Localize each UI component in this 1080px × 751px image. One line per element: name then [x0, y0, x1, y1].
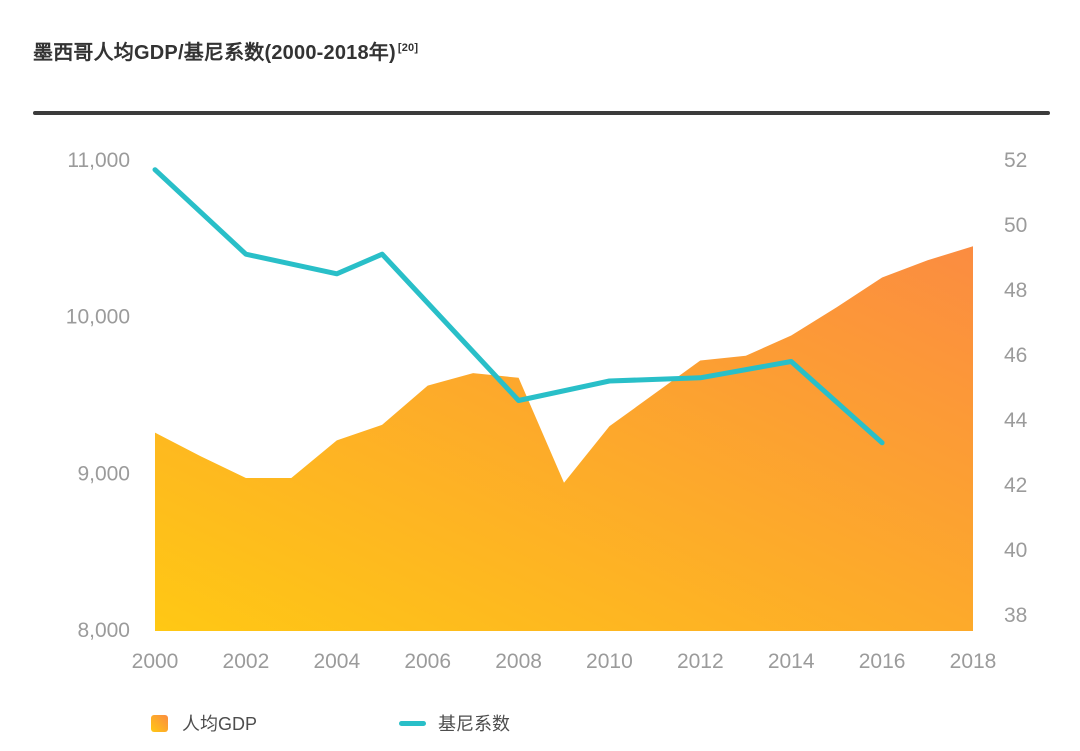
legend-item-gini: 基尼系数 — [399, 710, 510, 736]
x-axis-tick: 2004 — [313, 650, 360, 673]
legend: 人均GDP 基尼系数 — [0, 710, 1080, 740]
left-axis-tick: 9,000 — [77, 462, 130, 485]
x-axis-tick: 2012 — [677, 650, 724, 673]
gdp-area-swatch — [151, 714, 168, 732]
chart-title: 墨西哥人均GDP/基尼系数(2000-2018年) [20] — [33, 36, 418, 65]
gini-line-series — [152, 167, 885, 446]
gini-line-swatch — [399, 720, 426, 726]
right-axis-tick: 46 — [1004, 344, 1027, 367]
right-axis-tick: 42 — [1004, 474, 1027, 497]
right-axis-tick: 50 — [1004, 214, 1027, 237]
x-axis-tick: 2008 — [495, 650, 542, 673]
left-axis-tick: 8,000 — [77, 619, 130, 642]
x-axis-tick: 2014 — [768, 650, 815, 673]
gdp-area-series — [155, 246, 973, 631]
x-axis-tick: 2000 — [132, 650, 179, 673]
title-divider — [33, 111, 1050, 115]
chart-title-text: 墨西哥人均GDP/基尼系数(2000-2018年) — [33, 42, 396, 64]
x-axis-tick: 2002 — [223, 650, 270, 673]
right-axis-tick: 38 — [1004, 604, 1027, 627]
legend-label-gini: 基尼系数 — [438, 714, 510, 734]
right-axis-tick: 52 — [1004, 149, 1027, 172]
x-axis-tick: 2006 — [404, 650, 451, 673]
title-reference: [20] — [397, 42, 419, 55]
legend-label-gdp: 人均GDP — [182, 714, 258, 734]
right-axis-tick: 44 — [1004, 409, 1028, 432]
right-axis-tick: 40 — [1004, 539, 1027, 562]
x-axis-tick: 2010 — [586, 650, 633, 673]
left-axis-tick: 11,000 — [67, 149, 130, 172]
left-axis-tick: 10,000 — [66, 306, 130, 329]
x-axis-tick: 2018 — [950, 650, 997, 673]
right-axis-tick: 48 — [1004, 279, 1027, 302]
legend-item-gdp: 人均GDP — [151, 710, 257, 736]
x-axis-tick: 2016 — [859, 650, 906, 673]
